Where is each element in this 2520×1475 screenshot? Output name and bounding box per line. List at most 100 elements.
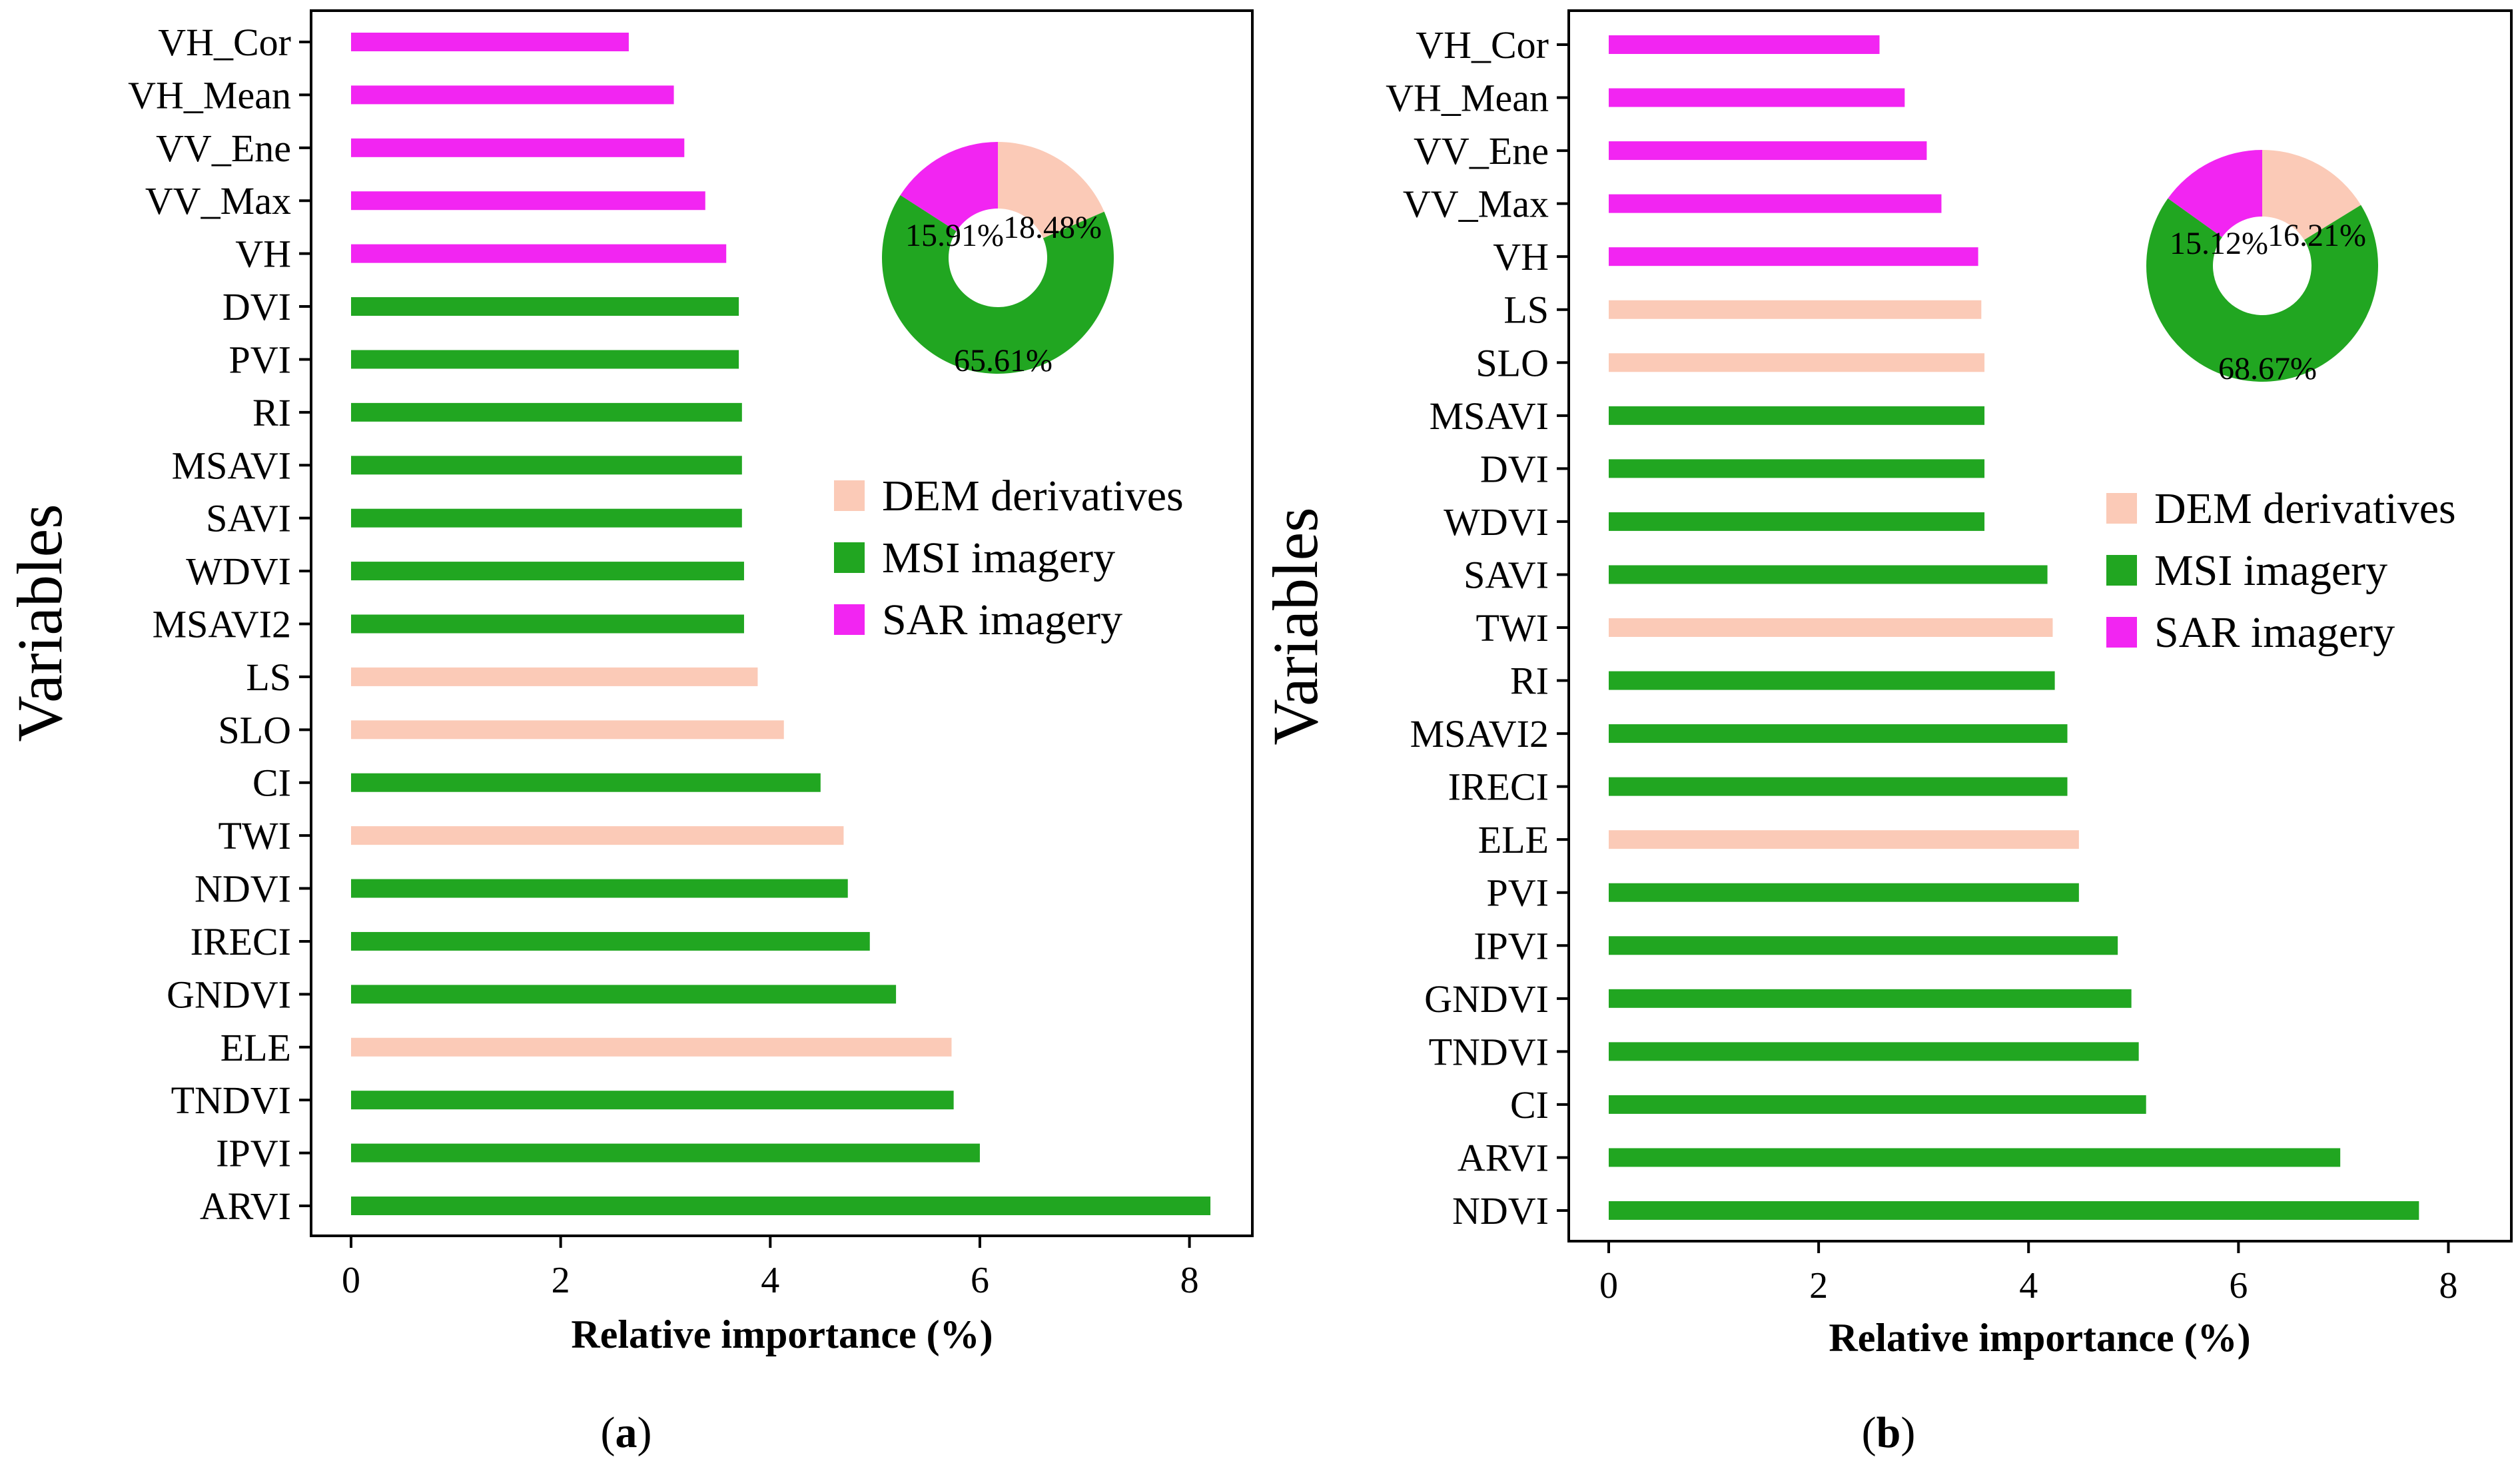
y-tick-label: WDVI bbox=[186, 550, 291, 593]
bar-tndvi bbox=[351, 1091, 954, 1110]
bar-ipvi bbox=[1609, 936, 2118, 955]
legend-swatch-dem bbox=[2106, 493, 2137, 524]
y-tick-label: VV_Ene bbox=[156, 127, 291, 170]
bar-vh-mean bbox=[1609, 88, 1905, 107]
bar-ci bbox=[1609, 1095, 2146, 1114]
bar-ri bbox=[351, 402, 742, 422]
bar-ndvi bbox=[1609, 1201, 2419, 1220]
y-tick-label: LS bbox=[1503, 288, 1549, 332]
y-tick-label: GNDVI bbox=[1424, 977, 1549, 1021]
y-tick-label: NDVI bbox=[1452, 1189, 1549, 1232]
legend-swatch-msi bbox=[834, 542, 865, 573]
y-tick-label: SLO bbox=[218, 708, 291, 751]
y-tick-label: VV_Max bbox=[145, 179, 291, 223]
y-tick-label: PVI bbox=[229, 338, 291, 381]
bar-wdvi bbox=[351, 562, 744, 581]
donut-label-dem: 18.48% bbox=[1003, 210, 1102, 245]
donut-label-dem: 16.21% bbox=[2268, 218, 2366, 253]
x-tick-label: 4 bbox=[761, 1260, 779, 1301]
panel-label: (a) bbox=[601, 1408, 652, 1457]
legend-swatch-dem bbox=[834, 480, 865, 511]
x-tick-label: 6 bbox=[971, 1260, 989, 1301]
y-tick-label: NDVI bbox=[195, 867, 291, 911]
bar-ndvi bbox=[351, 879, 848, 898]
y-tick-label: RI bbox=[1510, 660, 1549, 703]
bar-twi bbox=[351, 826, 844, 845]
bar-dvi bbox=[1609, 459, 1985, 478]
y-tick-label: LS bbox=[246, 656, 291, 699]
x-tick-label: 8 bbox=[1180, 1260, 1199, 1301]
bar-vv-max bbox=[1609, 194, 1942, 213]
legend-swatch-msi bbox=[2106, 555, 2137, 586]
y-tick-label: DVI bbox=[222, 285, 291, 328]
y-tick-label: DVI bbox=[1480, 447, 1549, 490]
y-tick-label: CI bbox=[252, 761, 291, 805]
bar-ireci bbox=[351, 931, 870, 951]
bar-ls bbox=[351, 667, 758, 686]
x-tick-label: 6 bbox=[2229, 1265, 2248, 1306]
donut-label-msi: 65.61% bbox=[954, 343, 1052, 378]
bar-msavi bbox=[1609, 406, 1985, 425]
bar-ls bbox=[1609, 300, 1982, 319]
y-tick-label: RI bbox=[252, 391, 291, 434]
panel-a: VH_Cor VH_Mean VV_Ene VV_Max VH DVI PVI RI MSAVI… bbox=[4, 9, 1254, 1457]
y-tick-label: TNDVI bbox=[171, 1079, 291, 1122]
y-tick-label: TNDVI bbox=[1429, 1030, 1549, 1073]
donut-chart: 16.21% 68.67% 15.12% bbox=[2146, 150, 2378, 386]
bar-ipvi bbox=[351, 1143, 980, 1163]
y-tick-label: SAVI bbox=[206, 497, 291, 540]
legend-label-dem: DEM derivatives bbox=[2154, 484, 2456, 533]
panel-label: (b) bbox=[1862, 1408, 1916, 1457]
y-tick-label: MSAVI2 bbox=[153, 603, 291, 646]
legend-label-sar: SAR imagery bbox=[2154, 608, 2395, 657]
x-axis-title: Relative importance (%) bbox=[1829, 1316, 2250, 1360]
bar-slo bbox=[351, 720, 784, 739]
bar-vh-cor bbox=[1609, 35, 1880, 54]
y-tick-label: ELE bbox=[220, 1026, 291, 1069]
y-axis-title: Variables bbox=[1260, 507, 1331, 745]
bar-vh-cor bbox=[351, 33, 629, 51]
y-tick-label: IPVI bbox=[216, 1132, 291, 1175]
legend-swatch-sar bbox=[2106, 617, 2137, 648]
bar-vv-ene bbox=[1609, 141, 1927, 161]
y-tick-label: VV_Ene bbox=[1414, 129, 1549, 173]
y-tick-label: VH_Mean bbox=[1386, 77, 1549, 120]
bar-ele bbox=[351, 1037, 952, 1057]
y-tick-label: SLO bbox=[1475, 341, 1549, 384]
donut-slice-dem bbox=[998, 142, 1104, 239]
donut-label-msi: 68.67% bbox=[2218, 351, 2317, 386]
bar-msavi2 bbox=[1609, 724, 2068, 743]
y-tick-label: ARVI bbox=[1458, 1136, 1549, 1179]
bar-ci bbox=[351, 773, 821, 792]
y-tick-label: IRECI bbox=[1448, 765, 1549, 809]
bar-tndvi bbox=[1609, 1042, 2139, 1061]
donut-chart: 18.48% 65.61% 15.91% bbox=[882, 141, 1114, 378]
bar-vv-ene bbox=[351, 138, 685, 157]
legend-label-sar: SAR imagery bbox=[882, 596, 1122, 644]
plot-frame bbox=[1567, 9, 2513, 1242]
bar-msavi2 bbox=[351, 614, 744, 634]
donut-slice-msi bbox=[2146, 198, 2378, 382]
donut-slice-sar bbox=[2168, 150, 2262, 237]
y-tick-label: ARVI bbox=[200, 1185, 291, 1228]
bar-savi bbox=[351, 508, 742, 528]
bar-vh bbox=[1609, 247, 1978, 266]
y-tick-label: VH bbox=[1493, 235, 1549, 278]
bar-savi bbox=[1609, 565, 2048, 584]
bar-ireci bbox=[1609, 777, 2068, 796]
y-tick-label: ELE bbox=[1478, 818, 1549, 861]
y-tick-label: TWI bbox=[1476, 606, 1549, 650]
y-tick-label: PVI bbox=[1487, 871, 1549, 915]
donut-label-sar: 15.91% bbox=[905, 218, 1004, 253]
legend: DEM derivatives MSI imagery SAR imagery bbox=[834, 472, 1184, 644]
x-tick-label: 8 bbox=[2439, 1265, 2457, 1306]
legend-label-dem: DEM derivatives bbox=[882, 472, 1184, 520]
donut-slice-msi bbox=[882, 195, 1114, 374]
bar-twi bbox=[1609, 618, 2053, 637]
x-tick-label: 4 bbox=[2019, 1265, 2038, 1306]
bar-arvi bbox=[351, 1197, 1211, 1215]
y-tick-label: GNDVI bbox=[167, 973, 291, 1016]
y-tick-label: VH bbox=[235, 233, 291, 276]
bar-vv-max bbox=[351, 191, 705, 211]
y-tick-label: MSAVI bbox=[1430, 394, 1549, 438]
